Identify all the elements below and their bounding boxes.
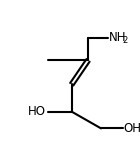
Text: OH: OH	[124, 122, 140, 135]
Text: NH: NH	[109, 31, 126, 44]
Text: HO: HO	[28, 105, 46, 118]
Text: 2: 2	[123, 36, 128, 45]
